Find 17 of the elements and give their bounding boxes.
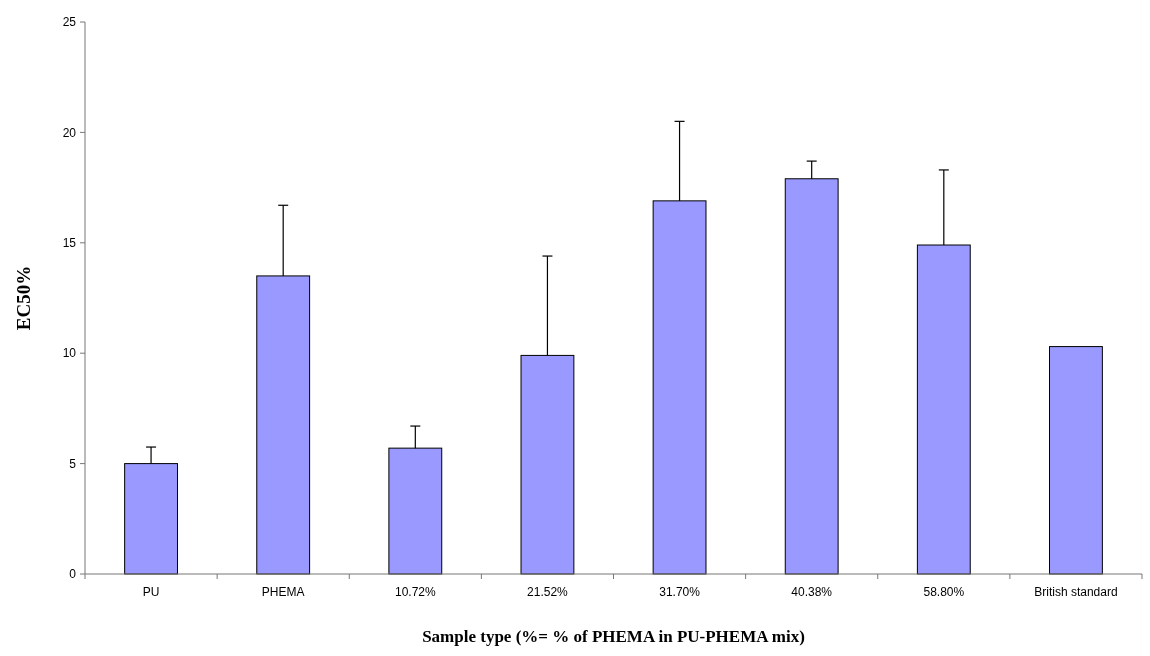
y-tick-label: 15 bbox=[62, 236, 77, 250]
x-axis-title: Sample type (%= % of PHEMA in PU-PHEMA mix) bbox=[422, 627, 805, 646]
x-tick-label: 58.80% bbox=[923, 585, 965, 599]
x-tick-label: 10.72% bbox=[394, 585, 436, 599]
y-axis-title: EC50% bbox=[13, 265, 34, 331]
y-tick-label: 10 bbox=[62, 346, 77, 361]
x-tick-label: PHEMA bbox=[261, 585, 305, 599]
x-tick-label: 31.70% bbox=[659, 585, 701, 599]
x-tick-label: PU bbox=[142, 585, 160, 599]
x-tick-label: 40.38% bbox=[791, 585, 833, 599]
x-tick-label: 21.52% bbox=[527, 585, 569, 599]
bar bbox=[1049, 346, 1103, 575]
x-tick-label: British standard bbox=[1034, 585, 1118, 599]
y-tick-label: 0 bbox=[69, 567, 77, 582]
y-tick-label: 25 bbox=[62, 15, 77, 30]
y-tick-label: 5 bbox=[69, 456, 77, 471]
y-tick-label: 20 bbox=[62, 125, 77, 140]
